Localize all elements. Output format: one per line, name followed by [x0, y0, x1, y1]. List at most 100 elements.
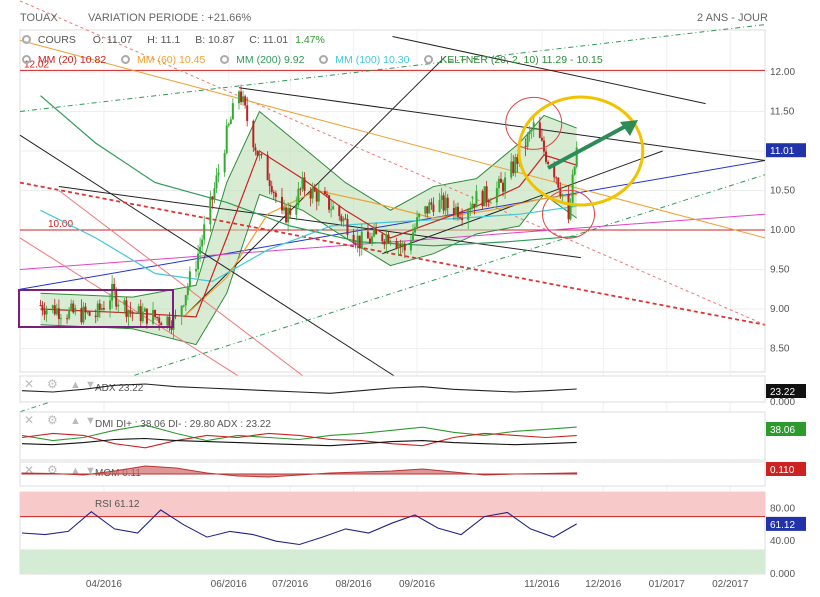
- candle-body: [467, 210, 470, 221]
- candle-body: [137, 306, 140, 314]
- candle-body: [395, 240, 398, 249]
- candle-body: [411, 232, 414, 242]
- candle-body: [545, 151, 548, 162]
- mm100-line: [40, 205, 577, 283]
- trend-line: [238, 87, 766, 161]
- rsi-value-label: 61.12: [770, 520, 795, 531]
- candle-body: [538, 122, 541, 138]
- price-legend: COURS O: 11.07 H: 11.1 B: 10.87 C: 11.01…: [22, 34, 329, 46]
- mm100-legend[interactable]: MM (100) 10.30: [335, 54, 410, 66]
- candle-body: [540, 137, 543, 141]
- gear-icon[interactable]: [424, 55, 434, 64]
- trend-line: [19, 134, 426, 397]
- period-variation: VARIATION PERIODE : +21.66%: [88, 12, 252, 24]
- candle-body: [424, 206, 427, 214]
- keltner-legend[interactable]: KELTNER (20, 2, 10) 11.29 - 10.15: [440, 54, 603, 66]
- candle-body: [74, 308, 77, 313]
- close-icon: ✕: [24, 463, 34, 477]
- candle-body: [184, 295, 187, 306]
- candle-body: [397, 244, 400, 249]
- candle-body: [459, 217, 462, 219]
- candle-body: [268, 180, 271, 187]
- mm20-line: [40, 150, 577, 318]
- candle-body: [195, 269, 198, 272]
- trend-line: [58, 186, 581, 259]
- trend-line: [382, 150, 663, 255]
- consolidation-box: [18, 289, 174, 328]
- candle-body: [280, 196, 283, 211]
- mom-value-tag: [766, 462, 806, 476]
- candle-body: [553, 163, 556, 178]
- candle-body: [401, 244, 404, 247]
- candle-body: [274, 192, 277, 197]
- trend-line: [392, 35, 706, 105]
- candle-body: [383, 241, 386, 245]
- y-tick-label: 11.50: [770, 107, 795, 118]
- gear-icon[interactable]: [22, 35, 31, 44]
- candle-body: [231, 103, 234, 120]
- arrow-down-icon: ▼: [85, 379, 96, 391]
- candle-body: [444, 197, 447, 211]
- candle-body: [166, 316, 169, 326]
- candle-body: [237, 91, 240, 104]
- candle-body: [109, 300, 112, 310]
- close-value: C: 11.01: [249, 34, 289, 46]
- candle-body: [182, 305, 185, 307]
- gear-icon: ⚙: [47, 463, 58, 477]
- rsi-legend-text: RSI 61.12: [95, 499, 140, 510]
- candle-body: [526, 134, 529, 147]
- candle-body: [88, 311, 91, 316]
- candle-body: [514, 156, 517, 174]
- x-tick-label: 06/2016: [211, 579, 248, 590]
- mm60-legend[interactable]: MM (60) 10.45: [137, 54, 206, 66]
- candle-body: [270, 186, 273, 192]
- gear-icon[interactable]: [121, 55, 131, 64]
- candle-body: [485, 186, 488, 201]
- mom-value-label: 0.110: [770, 465, 795, 476]
- candle-body: [254, 147, 257, 151]
- open-value: O: 11.07: [92, 34, 133, 46]
- candle-body: [428, 202, 431, 214]
- candle-body: [557, 177, 560, 188]
- candle-body: [201, 239, 204, 247]
- candle-body: [227, 124, 230, 126]
- candle-body: [66, 318, 69, 320]
- candle-body: [154, 310, 157, 318]
- candle-body: [342, 218, 345, 222]
- candle-body: [145, 308, 148, 324]
- gear-icon[interactable]: [22, 55, 31, 64]
- candle-body: [344, 218, 347, 220]
- candle-body: [57, 308, 60, 320]
- candle-body: [283, 207, 286, 211]
- y-tick-label: 8.50: [770, 344, 790, 355]
- candle-body: [481, 191, 484, 207]
- mm20-legend[interactable]: MM (20) 10.82: [37, 54, 107, 66]
- candle-body: [45, 308, 48, 315]
- candle-body: [223, 153, 226, 173]
- candle-body: [299, 188, 302, 190]
- candle-body: [39, 305, 42, 307]
- gear-icon[interactable]: [220, 55, 230, 64]
- candle-body: [381, 234, 384, 242]
- candle-body: [446, 197, 449, 208]
- dmi-plus-line: [21, 424, 577, 442]
- candle-body: [571, 174, 574, 205]
- candle-body: [123, 300, 126, 305]
- last-price-tag: [766, 143, 806, 158]
- candle-body: [456, 206, 459, 218]
- candle-body: [215, 175, 218, 189]
- candle-body: [260, 154, 263, 156]
- candle-body: [266, 154, 269, 181]
- candle-body: [117, 304, 120, 307]
- gear-icon[interactable]: [319, 55, 329, 64]
- candle-body: [297, 188, 300, 206]
- trend-arrow-shaft: [547, 124, 627, 170]
- candle-body: [86, 311, 89, 313]
- candle-body: [409, 241, 412, 251]
- range-selector[interactable]: 2 ANS - JOUR: [697, 12, 768, 24]
- mm200-legend[interactable]: MM (200) 9.92: [236, 54, 305, 66]
- candle-body: [240, 91, 243, 103]
- candle-body: [516, 156, 519, 164]
- candle-body: [51, 305, 54, 309]
